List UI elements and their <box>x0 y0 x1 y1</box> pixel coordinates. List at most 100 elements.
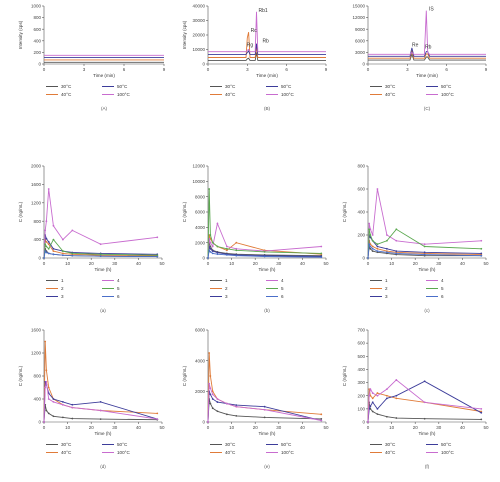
data-point <box>371 410 374 413</box>
y-tick-label: 1600 <box>31 328 42 333</box>
data-point <box>423 251 426 254</box>
x-tick-label: 50 <box>483 261 489 266</box>
legend-label: 40°C <box>61 92 72 97</box>
x-tick-label: 40 <box>460 261 466 266</box>
y-tick-label: 500 <box>357 354 365 359</box>
data-point <box>376 394 379 397</box>
data-point <box>216 251 219 254</box>
peak-label: IS <box>429 7 434 13</box>
y-tick-label: 400 <box>357 210 365 215</box>
data-point <box>263 416 266 419</box>
peak-label: Rb <box>262 38 269 44</box>
data-point <box>99 243 102 246</box>
y-tick-label: 0 <box>202 62 205 67</box>
y-axis-label: C (ng/mL) <box>342 365 347 386</box>
data-point <box>44 243 47 246</box>
data-point <box>156 412 159 415</box>
data-point <box>208 188 211 190</box>
chart-panel-a: 0 10 20 30 40 50 0 400 800 1200 1600 2000 Time (h) C … <box>18 164 165 313</box>
series-line-2 <box>207 352 322 423</box>
legend-label: 50°C <box>281 442 292 447</box>
series-line-4 <box>208 11 326 53</box>
x-tick-label: 10 <box>229 261 235 266</box>
data-point <box>52 247 55 250</box>
legend-label: 40°C <box>61 450 72 455</box>
data-point <box>235 249 238 252</box>
data-point <box>385 397 388 400</box>
x-tick-label: 20 <box>253 425 259 430</box>
data-point <box>368 243 371 246</box>
data-point <box>61 400 64 403</box>
data-point <box>376 245 379 248</box>
legend-label: 3 <box>225 294 228 299</box>
data-point <box>369 388 372 391</box>
data-point <box>376 243 379 246</box>
data-point <box>235 404 238 407</box>
x-tick-label: 40 <box>300 425 306 430</box>
data-point <box>52 238 55 241</box>
data-point <box>45 237 48 240</box>
data-point <box>395 379 398 381</box>
x-axis-label: Time (h) <box>419 431 436 436</box>
x-tick-label: 10 <box>389 261 395 266</box>
data-point <box>216 401 219 403</box>
y-tick-label: 4000 <box>195 358 206 363</box>
x-tick-label: 30 <box>112 261 118 266</box>
legend-label: 2 <box>225 286 228 291</box>
chart-panel-c: 0 10 20 30 40 50 0 200 400 600 800 Time (h) C (ng/mL… <box>342 164 489 313</box>
data-point <box>211 390 214 393</box>
data-point <box>371 397 374 400</box>
y-tick-label: 0 <box>38 62 41 67</box>
y-tick-label: 1600 <box>31 182 42 187</box>
y-tick-label: 12000 <box>352 15 365 20</box>
series-line-4 <box>367 188 482 259</box>
data-point <box>368 222 371 225</box>
data-point <box>47 412 50 415</box>
data-point <box>47 398 50 400</box>
x-tick-label: 40 <box>136 425 142 430</box>
data-point <box>480 247 483 250</box>
y-axis-label: Intensity (cps) <box>18 20 23 49</box>
x-tick-label: 30 <box>436 261 442 266</box>
data-point <box>43 257 45 259</box>
data-point <box>208 352 211 354</box>
series-line-4 <box>368 10 486 55</box>
y-tick-label: 200 <box>33 50 41 55</box>
data-point <box>385 251 388 254</box>
data-point <box>61 416 64 419</box>
x-axis-label: Time (h) <box>95 267 112 272</box>
data-point <box>235 254 238 257</box>
data-point <box>320 419 323 422</box>
x-tick-label: 30 <box>276 425 282 430</box>
x-tick-label: 50 <box>483 425 489 430</box>
data-point <box>367 257 369 259</box>
y-tick-label: 2000 <box>195 240 206 245</box>
peak-label: Re <box>412 43 419 49</box>
data-point <box>216 410 219 413</box>
data-point <box>44 340 47 343</box>
legend-label: 4 <box>281 278 284 283</box>
data-point <box>216 253 219 256</box>
data-point <box>99 255 102 258</box>
legend-label: 1 <box>61 278 64 283</box>
y-axis-label: C (ng/mL) <box>342 201 347 222</box>
data-point <box>61 238 64 241</box>
data-point <box>211 393 214 396</box>
data-point <box>395 397 398 400</box>
data-point <box>320 252 323 255</box>
data-point <box>71 406 74 409</box>
data-point <box>235 241 238 244</box>
data-point <box>395 252 398 255</box>
legend-label: 30°C <box>385 84 396 89</box>
panel-label: (b) <box>264 308 270 313</box>
data-point <box>376 407 379 410</box>
data-point <box>44 229 47 232</box>
data-point <box>45 220 48 223</box>
data-point <box>395 239 398 242</box>
y-tick-label: 400 <box>33 237 41 242</box>
legend-label: 40°C <box>385 450 396 455</box>
legend-label: 100°C <box>281 450 295 455</box>
data-point <box>225 249 228 252</box>
data-point <box>156 418 159 421</box>
data-point <box>480 252 483 255</box>
